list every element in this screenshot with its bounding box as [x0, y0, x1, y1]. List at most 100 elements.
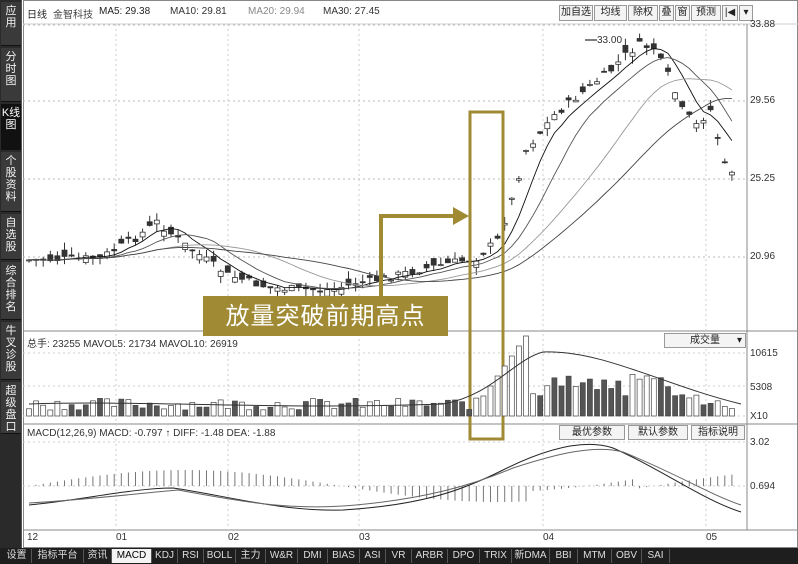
- volume-bar: [707, 403, 714, 417]
- tab-bias[interactable]: BIAS: [328, 549, 360, 563]
- volume-bar: [359, 406, 366, 417]
- default-params-button[interactable]: 默认参数: [628, 425, 688, 440]
- candle-body: [693, 123, 700, 129]
- candle-body: [508, 197, 515, 200]
- volume-bar: [111, 406, 118, 417]
- best-params-button[interactable]: 最优参数: [559, 425, 625, 440]
- volume-bar: [572, 386, 579, 417]
- nav-menu-button[interactable]: ▾: [739, 5, 753, 21]
- candle-body: [537, 131, 544, 134]
- volume-bar: [473, 397, 480, 417]
- tab-macd[interactable]: MACD: [112, 549, 152, 563]
- tab-rsi[interactable]: RSI: [178, 549, 204, 563]
- left-toolbar-stock-info[interactable]: 个股资料: [1, 152, 21, 212]
- volume-header: 总手: 23255 MAVOL5: 21734 MAVOL10: 26919: [27, 339, 238, 350]
- volume-bar: [658, 377, 664, 417]
- candle-body: [721, 161, 728, 164]
- candle-body: [679, 101, 686, 108]
- tab--[interactable]: 资讯: [84, 549, 112, 563]
- volume-dropdown[interactable]: 成交量 ▾: [664, 333, 746, 348]
- candle-body: [253, 280, 260, 287]
- volume-bar: [40, 404, 47, 417]
- mavol-line: [28, 351, 742, 407]
- forecast-button[interactable]: 预测: [691, 5, 721, 21]
- avg-line-button[interactable]: 均线: [594, 5, 627, 21]
- volume-bar: [516, 345, 522, 417]
- volume-bar: [679, 394, 686, 417]
- candle-body: [153, 219, 160, 225]
- volume-bar: [452, 399, 458, 417]
- tab--[interactable]: 设置: [2, 549, 32, 563]
- volume-bar: [530, 393, 536, 417]
- tab-w-r[interactable]: W&R: [266, 549, 298, 563]
- left-toolbar-kline[interactable]: K线图: [1, 104, 21, 150]
- left-toolbar-watchlist[interactable]: 自选股: [1, 214, 21, 260]
- candle-body: [146, 221, 153, 226]
- date-axis-label: 04: [543, 532, 555, 543]
- volume-bar: [33, 400, 39, 417]
- tab-trix[interactable]: TRIX: [480, 549, 512, 563]
- date-axis-label: 01: [116, 532, 128, 543]
- left-toolbar-diagnosis[interactable]: 牛叉诊股: [1, 322, 21, 380]
- candle-body: [608, 64, 615, 72]
- candle-body: [310, 288, 316, 291]
- volume-bar: [26, 408, 32, 417]
- ex-rights-button[interactable]: 除权: [628, 5, 658, 21]
- volume-bar: [97, 398, 103, 417]
- candle-body: [373, 275, 380, 282]
- volume-bar: [551, 377, 558, 417]
- candle-body: [430, 258, 437, 266]
- candle-body: [231, 277, 238, 283]
- tab-bbi[interactable]: BBI: [550, 549, 578, 563]
- chart-canvas[interactable]: [23, 0, 798, 548]
- window-button[interactable]: 窗: [675, 5, 690, 21]
- left-toolbar-timeshare[interactable]: 分时图: [1, 48, 21, 102]
- left-toolbar-super-box[interactable]: 超级盘口: [1, 382, 21, 434]
- volume-bar: [153, 405, 160, 417]
- volume-bar: [508, 355, 515, 417]
- tab--dma[interactable]: 新DMA: [512, 549, 550, 563]
- tab-sai[interactable]: SAI: [642, 549, 670, 563]
- candle-body: [530, 143, 537, 148]
- breakout-highlight-box: [468, 110, 505, 441]
- candle-body: [26, 259, 32, 262]
- overlay-button[interactable]: 叠: [659, 5, 674, 21]
- period-label: 日线: [27, 10, 47, 21]
- tab-arbr[interactable]: ARBR: [412, 549, 448, 563]
- tab-obv[interactable]: OBV: [612, 549, 642, 563]
- volume-bar: [288, 408, 295, 417]
- volume-bar: [693, 394, 700, 417]
- tab-dpo[interactable]: DPO: [448, 549, 480, 563]
- left-toolbar-app[interactable]: 应用: [1, 2, 21, 46]
- volume-bar: [615, 380, 622, 417]
- tab--[interactable]: 指标平台: [32, 549, 84, 563]
- candle-body: [359, 281, 366, 284]
- volume-bar: [352, 398, 359, 417]
- volume-bar: [523, 335, 529, 417]
- left-toolbar-ranking[interactable]: 综合排名: [1, 262, 21, 320]
- candle-body: [118, 238, 125, 244]
- candle-body: [551, 114, 558, 121]
- candle-body: [601, 70, 607, 73]
- macd-diff-line: [28, 443, 742, 513]
- date-axis-label: 12: [27, 532, 39, 543]
- nav-first-button[interactable]: |◀: [722, 5, 738, 21]
- tab-kdj[interactable]: KDJ: [152, 549, 178, 563]
- volume-bar: [395, 398, 402, 417]
- indicator-help-button[interactable]: 指标说明: [691, 425, 745, 440]
- candle-body: [714, 137, 721, 139]
- tab-dmi[interactable]: DMI: [298, 549, 328, 563]
- volume-bar: [246, 409, 252, 417]
- tab-boll[interactable]: BOLL: [204, 549, 236, 563]
- ma30-legend: MA30: 27.45: [323, 6, 380, 17]
- tab-asi[interactable]: ASI: [360, 549, 386, 563]
- tab--[interactable]: 主力: [236, 549, 266, 563]
- volume-bar: [459, 401, 465, 417]
- candle-body: [452, 258, 458, 263]
- volume-bar: [579, 382, 586, 417]
- tab-vr[interactable]: VR: [386, 549, 412, 563]
- volume-bar: [636, 378, 643, 417]
- annotation-arrowhead: [453, 207, 469, 225]
- add-watchlist-button[interactable]: 加自选: [559, 5, 593, 21]
- tab-mtm[interactable]: MTM: [578, 549, 612, 563]
